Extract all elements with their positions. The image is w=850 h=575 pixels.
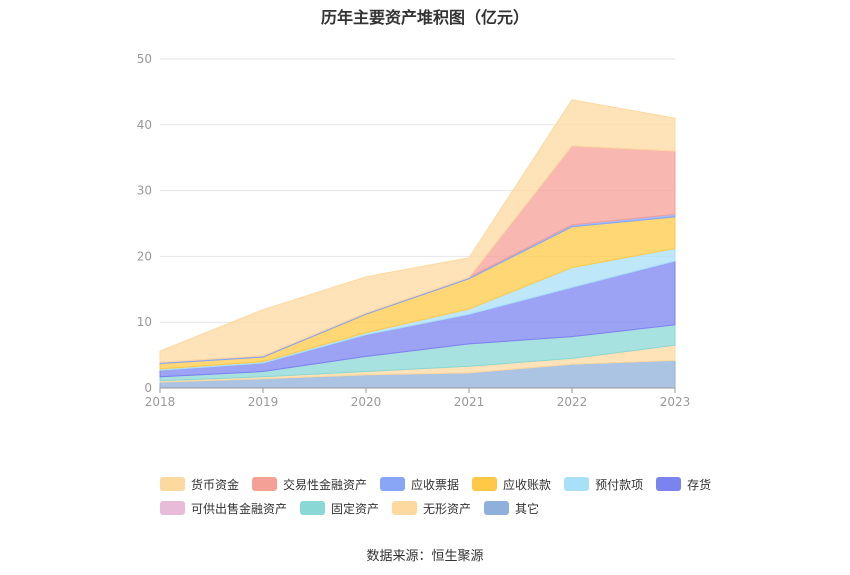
legend-label: 预付款项 — [595, 477, 644, 492]
y-tick-label: 40 — [137, 118, 152, 132]
legend-label: 货币资金 — [191, 477, 240, 492]
legend-swatch — [484, 501, 510, 515]
legend-swatch — [252, 477, 278, 491]
legend-item[interactable]: 货币资金 — [160, 476, 239, 493]
area-series — [159, 99, 676, 389]
legend-item[interactable]: 存货 — [656, 476, 711, 493]
legend-swatch — [380, 477, 406, 491]
legend-label: 其它 — [515, 501, 540, 516]
x-tick-label: 2022 — [557, 395, 588, 409]
y-tick-label: 30 — [137, 184, 152, 198]
legend-label: 无形资产 — [423, 501, 472, 516]
legend-swatch — [160, 501, 185, 515]
legend-swatch — [392, 501, 418, 515]
legend-item[interactable]: 无形资产 — [392, 500, 471, 517]
x-tick-label: 2020 — [351, 395, 382, 409]
legend-row: 货币资金 交易性金融资产 应收票据 应收账款 预付款项 存货 — [160, 472, 720, 496]
y-tick-label: 50 — [137, 52, 152, 66]
legend-item[interactable]: 应收账款 — [472, 476, 551, 493]
legend-item[interactable]: 其它 — [484, 500, 539, 517]
y-tick-label: 10 — [137, 315, 152, 329]
x-tick-label: 2018 — [145, 395, 176, 409]
x-tick-label: 2021 — [454, 395, 485, 409]
legend-label: 应收票据 — [411, 477, 460, 492]
legend-row: 可供出售金融资产 固定资产 无形资产 其它 — [160, 496, 720, 520]
legend-label: 交易性金融资产 — [283, 477, 368, 492]
chart-title: 历年主要资产堆积图（亿元） — [320, 8, 529, 27]
legend-label: 可供出售金融资产 — [191, 501, 288, 516]
legend-label: 应收账款 — [503, 477, 552, 492]
x-tick-label: 2019 — [248, 395, 279, 409]
legend-item[interactable]: 应收票据 — [380, 476, 459, 493]
legend-item[interactable]: 固定资产 — [300, 500, 379, 517]
legend-label: 固定资产 — [331, 501, 380, 516]
legend-item[interactable]: 预付款项 — [564, 476, 643, 493]
y-tick-label: 0 — [144, 381, 152, 395]
axes: 0 10 20 30 40 50 2018 2019 2020 2021 2022 2023 — [137, 52, 691, 409]
data-source: 数据来源：恒生聚源 — [366, 549, 484, 564]
legend-swatch — [300, 501, 326, 515]
legend-swatch — [564, 477, 590, 491]
legend-swatch — [160, 477, 185, 491]
y-tick-label: 20 — [137, 249, 152, 263]
legend-label: 存货 — [687, 477, 712, 492]
area-货币资金 — [159, 99, 676, 363]
legend: 货币资金 交易性金融资产 应收票据 应收账款 预付款项 存货可供出售金融资产 固定资产 无形资… — [160, 472, 720, 520]
legend-item[interactable]: 可供出售金融资产 — [160, 500, 287, 517]
legend-item[interactable]: 交易性金融资产 — [252, 476, 367, 493]
x-tick-label: 2023 — [660, 395, 691, 409]
legend-swatch — [472, 477, 498, 491]
legend-swatch — [656, 477, 682, 491]
